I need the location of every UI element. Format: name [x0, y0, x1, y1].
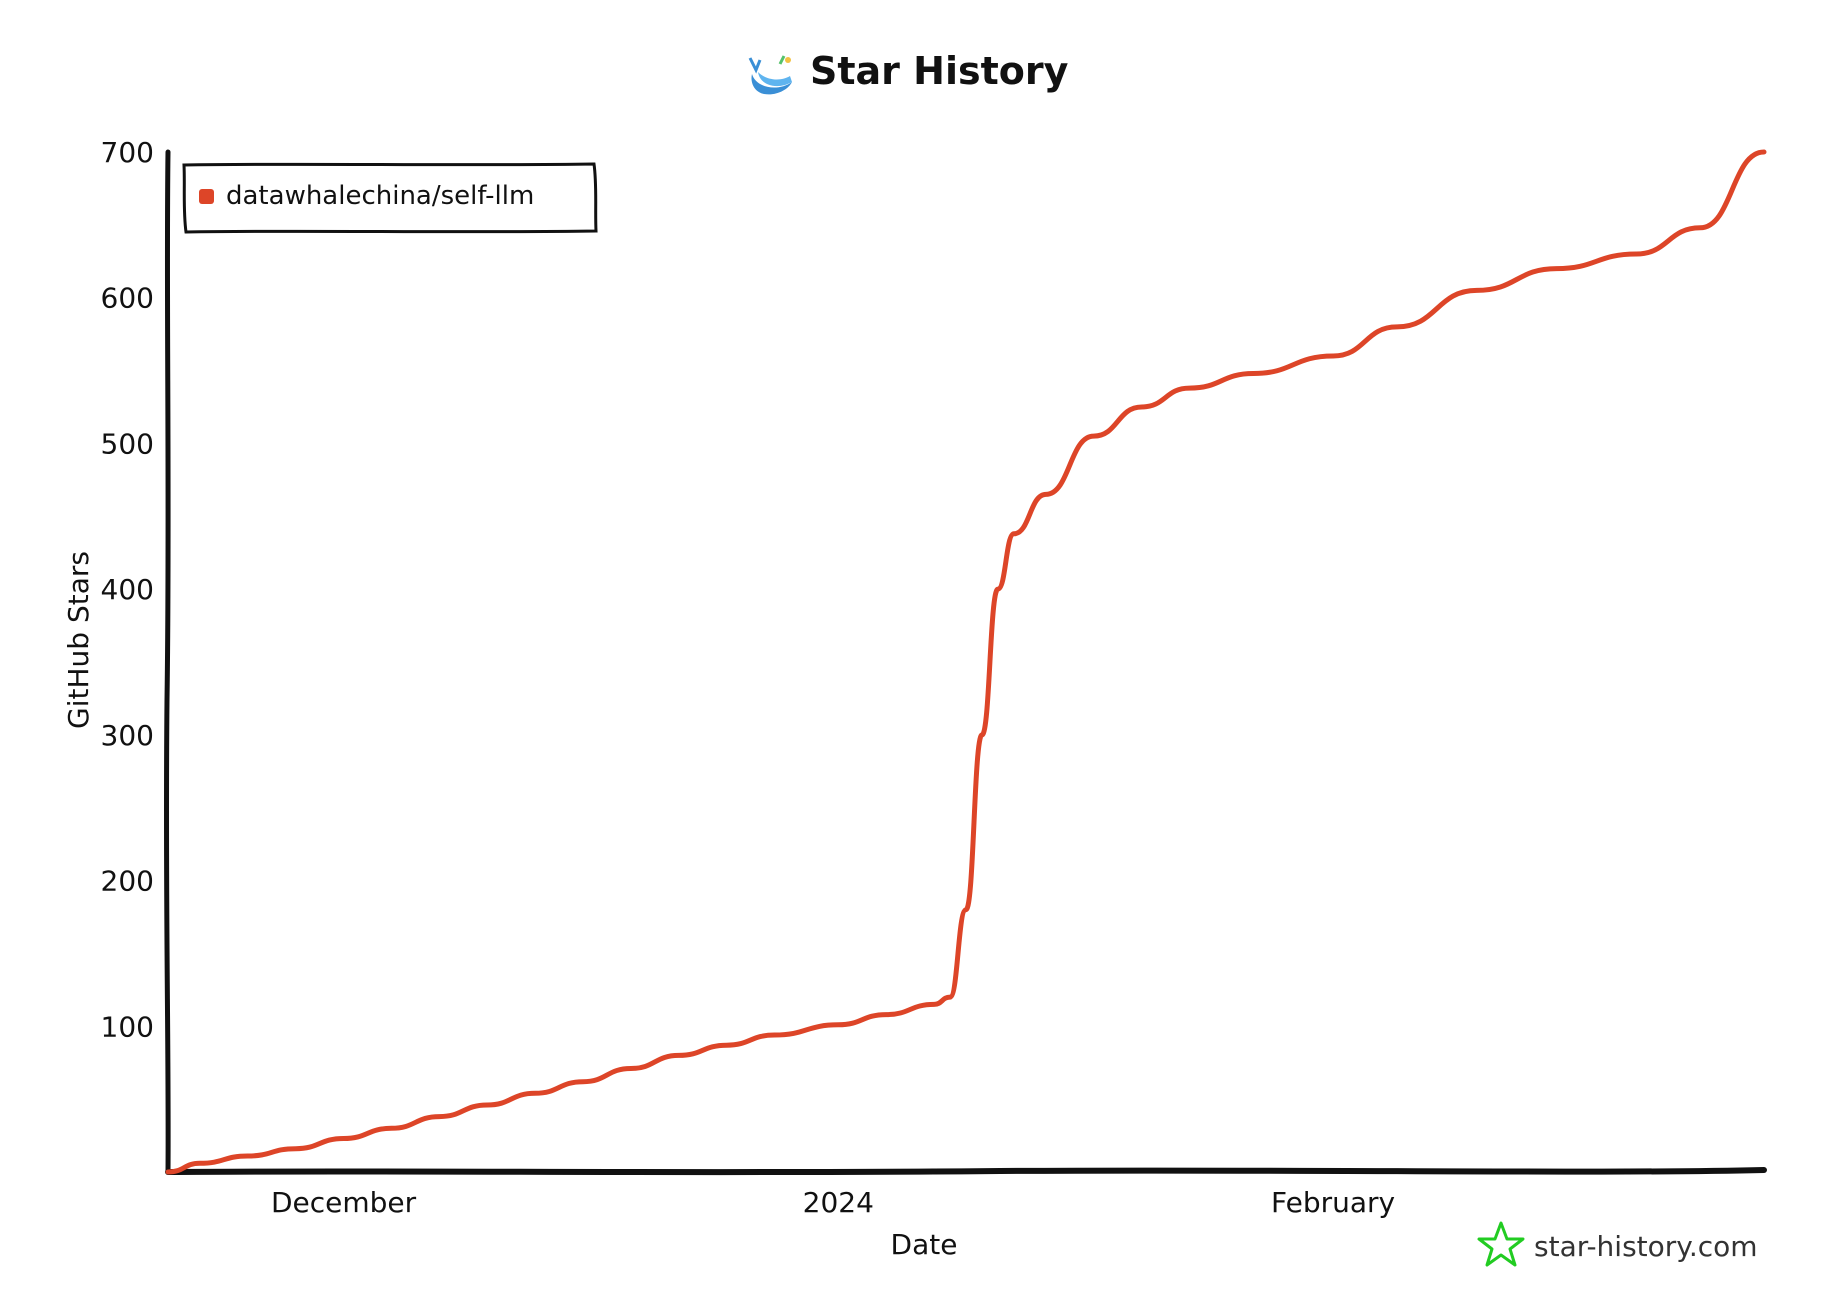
- x-axis-line: [165, 1167, 1767, 1176]
- series-line: [165, 149, 1767, 1175]
- chart-title: Star History: [810, 49, 1069, 93]
- y-tick-label: 300: [101, 719, 154, 752]
- y-tick-label: 400: [101, 573, 154, 606]
- legend-swatch: [199, 189, 214, 204]
- x-tick-label: 2024: [803, 1186, 874, 1219]
- y-tick-label: 200: [101, 865, 154, 898]
- brand-text: star-history.com: [1534, 1230, 1758, 1263]
- brand-watermark: star-history.com: [1477, 1221, 1758, 1267]
- series-layer: [165, 149, 1767, 1175]
- star-icon: [1477, 1221, 1525, 1267]
- y-axis-line: [163, 149, 171, 1175]
- x-axis-title: Date: [891, 1228, 958, 1261]
- legend-label: datawhalechina/self-llm: [226, 181, 534, 211]
- legend-box: [182, 162, 598, 234]
- y-tick-label: 500: [101, 427, 154, 460]
- y-tick-label: 100: [101, 1010, 154, 1043]
- legend: datawhalechina/self-llm: [182, 162, 598, 234]
- x-tick-labels: December 2024 February: [271, 1186, 1395, 1219]
- y-axis-title: GitHub Stars: [62, 551, 95, 729]
- chart-title-group: Star History: [748, 49, 1069, 95]
- y-tick-label: 600: [101, 282, 154, 315]
- y-tick-labels: 100 200 300 400 500 600 700: [101, 136, 154, 1043]
- y-tick-label: 700: [101, 136, 154, 169]
- x-tick-label: February: [1271, 1186, 1395, 1219]
- x-tick-label: December: [271, 1186, 417, 1219]
- whale-icon: [748, 55, 792, 95]
